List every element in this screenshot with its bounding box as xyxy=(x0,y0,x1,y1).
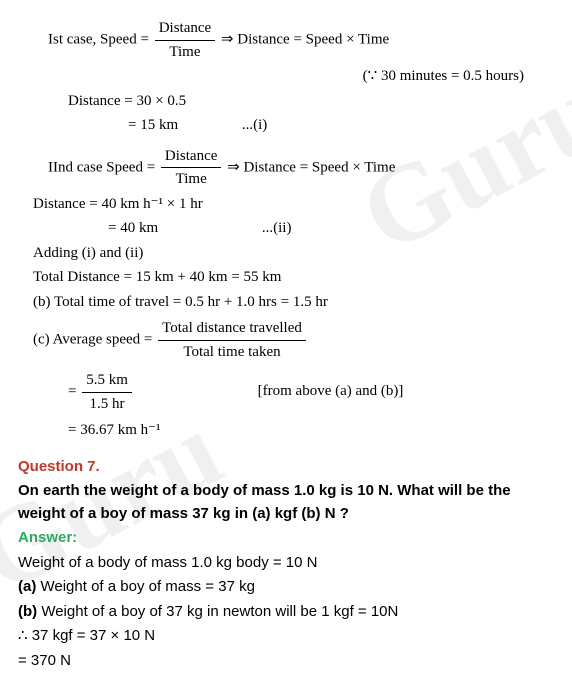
question-label: Question 7. xyxy=(18,458,100,475)
case1-label: Ist case, Speed = xyxy=(48,31,149,47)
from-above: [from above (a) and (b)] xyxy=(258,383,404,399)
fraction-calc: 5.5 km 1.5 hr xyxy=(82,369,132,415)
case2-label: IInd case Speed = xyxy=(48,159,155,175)
distance-15: = 15 km ...(i) xyxy=(18,114,554,137)
implies-dst: ⇒ Distance = Speed × Time xyxy=(221,31,389,47)
answer-line-4: ∴ 37 kgf = 37 × 10 N xyxy=(18,625,554,648)
distance2-eq: Distance = 40 km h⁻¹ × 1 hr xyxy=(18,193,554,216)
value-15km: = 15 km xyxy=(128,117,178,133)
fraction-dist-time-2: Distance Time xyxy=(161,145,221,191)
distance-eq: Distance = 30 × 0.5 xyxy=(18,90,554,113)
fraction-avg-speed: Total distance travelled Total time take… xyxy=(158,317,306,363)
part-b-label: (b) xyxy=(18,603,41,620)
part-a-label: (a) xyxy=(18,578,41,595)
answer-line-2: (a) Weight of a boy of mass = 37 kg xyxy=(18,576,554,599)
numerator: Distance xyxy=(155,17,215,41)
part-c: (c) Average speed = Total distance trave… xyxy=(18,317,554,363)
denominator: Total time taken xyxy=(158,341,306,364)
result: = 36.67 km h⁻¹ xyxy=(18,419,554,442)
calc-line: = 5.5 km 1.5 hr [from above (a) and (b)] xyxy=(18,369,554,415)
note-30min: (∵ 30 minutes = 0.5 hours) xyxy=(18,65,554,88)
answer-line-5: = 370 N xyxy=(18,650,554,673)
numerator: Distance xyxy=(161,145,221,169)
case1-speed: Ist case, Speed = Distance Time ⇒ Distan… xyxy=(18,17,554,63)
denominator: 1.5 hr xyxy=(82,393,132,416)
equals: = xyxy=(68,383,76,399)
numerator: 5.5 km xyxy=(82,369,132,393)
answer-label: Answer: xyxy=(18,529,77,546)
case2-speed: IInd case Speed = Distance Time ⇒ Distan… xyxy=(18,145,554,191)
denominator: Time xyxy=(155,41,215,64)
part-a-text: Weight of a boy of mass = 37 kg xyxy=(41,578,255,595)
value-40km: = 40 km xyxy=(108,220,158,236)
distance2-40: = 40 km ...(ii) xyxy=(18,217,554,240)
fraction-dist-time: Distance Time xyxy=(155,17,215,63)
answer-line-3: (b) Weight of a boy of 37 kg in newton w… xyxy=(18,601,554,624)
total-distance: Total Distance = 15 km + 40 km = 55 km xyxy=(18,266,554,289)
part-b-text: Weight of a boy of 37 kg in newton will … xyxy=(41,603,398,620)
implies-dst-2: ⇒ Distance = Speed × Time xyxy=(227,159,395,175)
marker-i: ...(i) xyxy=(242,117,267,133)
question-text: On earth the weight of a body of mass 1.… xyxy=(18,480,554,525)
adding-line: Adding (i) and (ii) xyxy=(18,242,554,265)
answer-line-1: Weight of a body of mass 1.0 kg body = 1… xyxy=(18,552,554,575)
marker-ii: ...(ii) xyxy=(262,220,292,236)
part-c-label: (c) Average speed = xyxy=(33,331,152,347)
document-content: Ist case, Speed = Distance Time ⇒ Distan… xyxy=(18,17,554,672)
numerator: Total distance travelled xyxy=(158,317,306,341)
denominator: Time xyxy=(161,168,221,191)
part-b: (b) Total time of travel = 0.5 hr + 1.0 … xyxy=(18,291,554,314)
